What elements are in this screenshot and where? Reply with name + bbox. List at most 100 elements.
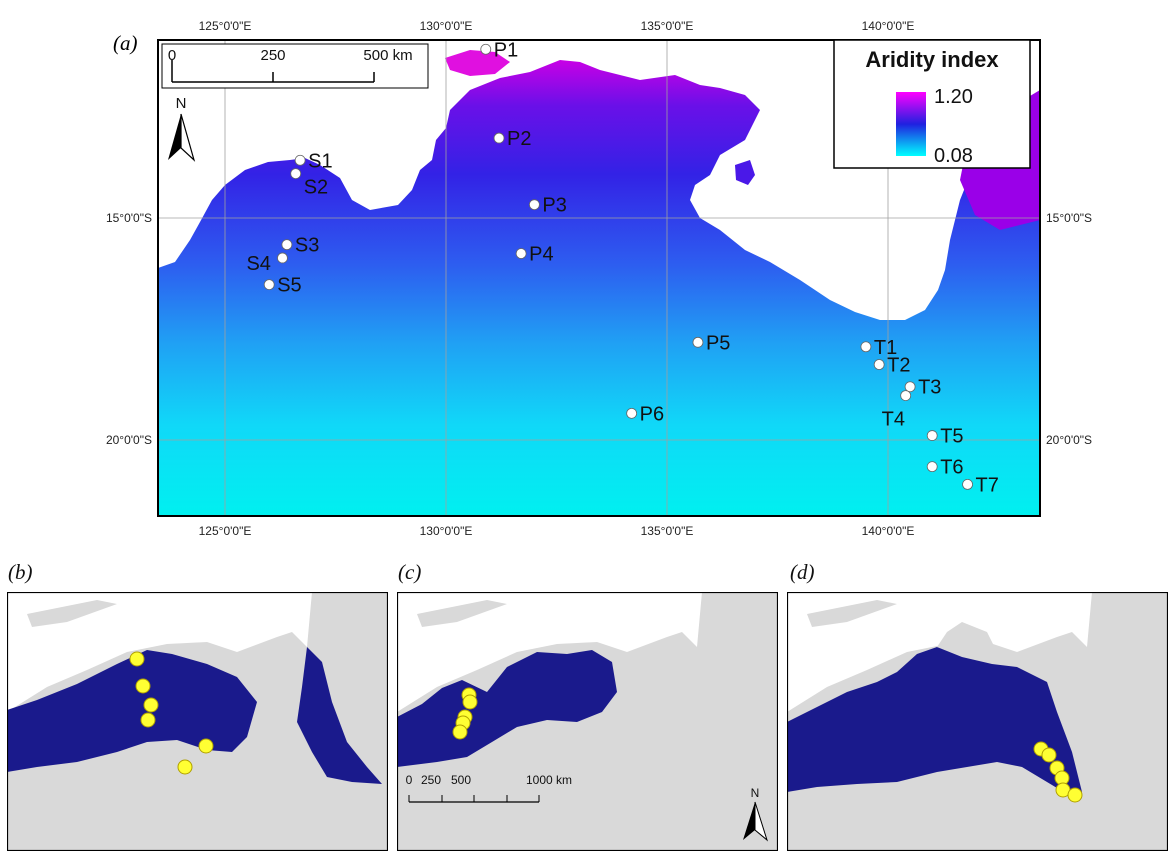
aridity-legend: Aridity index 1.20 0.08	[833, 39, 1031, 169]
site-marker-p6	[626, 407, 638, 419]
north-label-c: N	[751, 786, 760, 800]
site-label-t6: T6	[940, 457, 963, 479]
north-arrow-c-icon: N	[743, 786, 768, 842]
timor-island	[27, 600, 117, 627]
scale-label-250: 250	[260, 47, 285, 64]
site-marker-t6	[926, 461, 938, 473]
distribution-area	[397, 650, 617, 767]
distribution-area-east	[297, 647, 382, 784]
land-grey-inlet	[937, 622, 997, 657]
right-tick-15s: 15°0'0"S	[1046, 211, 1092, 225]
scale-c-label-500: 500	[451, 773, 471, 787]
site-marker-p2	[493, 132, 505, 144]
site-marker-p3	[529, 199, 540, 211]
mainland-landmass	[158, 60, 1040, 516]
legend-title: Aridity index	[865, 47, 999, 72]
distribution-map-b	[7, 592, 388, 851]
site-points	[452, 687, 478, 740]
site-label-s5: S5	[277, 275, 301, 297]
occurrence-point	[1041, 747, 1057, 763]
site-label-s4: S4	[246, 253, 270, 275]
site-marker-s1	[294, 154, 306, 166]
site-marker-p1	[480, 43, 492, 55]
occurrence-point	[177, 759, 193, 775]
site-marker-t7	[962, 478, 973, 490]
bottom-tick-130: 130°0'0"E	[420, 524, 473, 538]
scale-c-label-0: 0	[406, 773, 413, 787]
scale-label-0: 0	[168, 47, 176, 64]
legend-min-value: 0.08	[934, 145, 973, 167]
site-label-s1: S1	[308, 150, 332, 172]
top-tick-140: 140°0'0"E	[862, 19, 915, 33]
timor-island	[417, 600, 507, 627]
site-label-s2: S2	[304, 177, 328, 199]
right-tick-20s: 20°0'0"S	[1046, 433, 1092, 447]
timor-island	[807, 600, 897, 627]
melville-island	[445, 50, 510, 76]
bottom-tick-135: 135°0'0"E	[641, 524, 694, 538]
site-marker-s2	[290, 168, 302, 180]
groote-eylandt	[735, 160, 755, 185]
site-marker-t5	[926, 430, 938, 441]
site-marker-t3	[904, 381, 916, 393]
site-marker-s5	[263, 279, 275, 291]
scale-c-label-250: 250	[421, 773, 441, 787]
north-arrow-icon: N	[168, 95, 196, 162]
map-frame	[157, 39, 1041, 517]
distribution-area	[7, 650, 257, 772]
scale-label-500: 500 km	[363, 47, 412, 64]
occurrence-point	[198, 738, 214, 754]
left-tick-15s: 15°0'0"S	[106, 211, 152, 225]
panel-letter-b: (b)	[8, 560, 33, 584]
occurrence-point	[143, 697, 159, 713]
site-marker-s4	[277, 252, 288, 264]
distribution-area	[787, 647, 1082, 797]
site-label-t2: T2	[887, 355, 910, 377]
distribution-map-d	[787, 592, 1168, 851]
occurrence-point	[452, 724, 468, 740]
site-label-t5: T5	[940, 426, 963, 448]
site-label-t4: T4	[882, 409, 905, 431]
occurrence-point	[140, 712, 156, 728]
occurrence-point	[462, 694, 478, 710]
site-points	[129, 651, 214, 775]
site-marker-p5	[692, 336, 704, 348]
scale-bar-c: 0 250 500 1000 km	[406, 773, 572, 803]
graticule	[158, 40, 1040, 516]
site-label-t3: T3	[918, 377, 941, 399]
site-marker-t1	[860, 341, 872, 353]
distribution-map-c: 0 250 500 1000 km N	[397, 592, 778, 851]
site-label-p1: P1	[494, 39, 518, 61]
aridity-map-panel: 125°0'0"E 130°0'0"E 135°0'0"E 140°0'0"E …	[106, 19, 1092, 538]
site-label-p4: P4	[529, 244, 553, 266]
legend-max-value: 1.20	[934, 86, 973, 108]
top-tick-135: 135°0'0"E	[641, 19, 694, 33]
occurrence-point	[1067, 787, 1083, 803]
bottom-tick-125: 125°0'0"E	[199, 524, 252, 538]
site-label-p3: P3	[542, 195, 566, 217]
scale-bar: 0 250 500 km	[161, 43, 429, 89]
left-tick-20s: 20°0'0"S	[106, 433, 152, 447]
bottom-tick-140: 140°0'0"E	[862, 524, 915, 538]
site-label-t1: T1	[874, 337, 897, 359]
site-label-p6: P6	[640, 403, 664, 425]
site-label-p2: P2	[507, 128, 531, 150]
site-label-t7: T7	[976, 474, 999, 496]
land-grey	[397, 592, 778, 851]
legend-color-ramp	[896, 92, 926, 156]
site-points	[1033, 741, 1083, 803]
north-label: N	[176, 95, 187, 112]
site-marker-t2	[873, 359, 885, 370]
top-tick-130: 130°0'0"E	[420, 19, 473, 33]
scale-c-label-1000: 1000 km	[526, 773, 572, 787]
site-marker-t4	[900, 390, 912, 402]
site-label-p5: P5	[706, 332, 730, 354]
site-label-s3: S3	[295, 235, 319, 257]
panel-letter-a: (a)	[113, 31, 138, 55]
panel-letter-d: (d)	[790, 560, 815, 584]
occurrence-point	[135, 678, 151, 694]
site-marker-p4	[515, 248, 527, 259]
site-marker-s3	[281, 239, 293, 251]
top-tick-125: 125°0'0"E	[199, 19, 252, 33]
